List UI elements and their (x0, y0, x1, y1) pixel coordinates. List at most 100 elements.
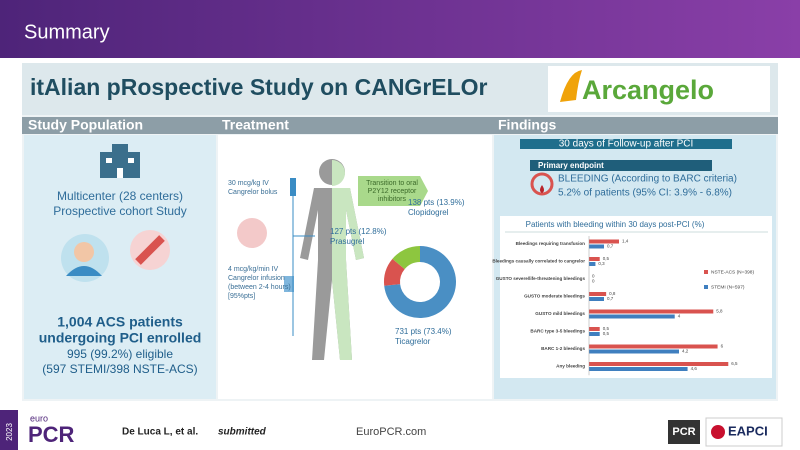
slice-label: Prasugrel (330, 237, 364, 246)
bar-chart: Patients with bleeding within 30 days po… (492, 220, 768, 376)
bar-chart-title: Patients with bleeding within 30 days po… (526, 220, 705, 229)
legend-swatch (704, 285, 708, 289)
footer-logo-top: euro (30, 413, 48, 423)
section-title: Study Population (28, 117, 143, 133)
section-band (22, 117, 778, 134)
bar (589, 257, 600, 261)
line-connector (292, 196, 315, 336)
slice-label: Ticagrelor (395, 337, 431, 346)
hospital-icon (100, 144, 140, 178)
followup-text: 30 days of Follow-up after PCI (559, 139, 694, 150)
citation: De Luca L, et al. (122, 427, 198, 438)
donut-slice (384, 246, 457, 319)
bar-value-label: 0,5 (603, 326, 610, 331)
partner-logo (668, 420, 700, 444)
partner-text: EAPCI (728, 423, 768, 438)
patient-icon (61, 230, 170, 282)
bar-value-label: 6 (721, 344, 724, 349)
legend-label: NSTE-ACS (N=398) (711, 269, 754, 275)
bar-value-label: 4,2 (682, 349, 689, 354)
population-text: Prospective cohort Study (53, 204, 186, 218)
slice-label: Clopidogrel (408, 208, 449, 217)
bar-value-label: 0 (592, 274, 595, 279)
logo-box (548, 66, 770, 112)
donut-slice (383, 258, 405, 286)
population-panel (24, 135, 216, 399)
header-title: Summary (24, 21, 110, 43)
bar (589, 332, 600, 336)
study-title: itAlian pRospective Study on CANGrELOr (30, 74, 488, 100)
vessel-icon (237, 218, 267, 248)
legend-swatch (704, 270, 708, 274)
transition-arrow (358, 176, 428, 206)
slice-value-label: 731 pts (73.4%) (395, 327, 452, 336)
legend-label: STEMI (N=597) (711, 284, 745, 290)
partner-icon (711, 425, 725, 439)
bar-value-label: 0,7 (607, 244, 614, 249)
population-text: Multicenter (28 centers) (57, 189, 183, 203)
section-title: Findings (498, 117, 557, 133)
infusion-icon (284, 276, 294, 292)
blood-icon (530, 172, 554, 196)
infusion-text: (between 2-4 hours) (228, 284, 291, 291)
partner-logo (705, 417, 783, 447)
section-title: Treatment (222, 117, 289, 133)
bar-value-label: 0,5 (603, 331, 610, 336)
followup-banner (520, 139, 732, 149)
partner-text: PCR (672, 426, 695, 438)
footer-tile (0, 410, 18, 450)
infusion-text: 4 mcg/kg/min IV (228, 266, 279, 273)
bar (589, 297, 604, 301)
transition-text: P2Y12 receptor (368, 188, 417, 195)
slice-value-label: 127 pts (12.8%) (330, 227, 387, 236)
category-label: GUSTO severe/life-threatening bleedings (496, 276, 586, 281)
endpoint-label: Primary endpoint (538, 161, 604, 170)
bar (589, 344, 718, 349)
category-label: Bleedings causally correlated to cangrel… (492, 259, 585, 264)
infusion-text: Cangrelor infusion (228, 275, 285, 282)
bar (589, 349, 679, 354)
donut-chart: 731 pts (73.4%)Ticagrelor 127 pts (12.8%)… (330, 198, 465, 346)
header-bar (0, 0, 800, 58)
bar (589, 292, 607, 296)
syringe-icon (290, 178, 296, 196)
transition-text: inhibitors (378, 196, 407, 203)
bar-value-label: 0 (592, 279, 595, 284)
bolus-text: 30 mcg/kg IV (228, 180, 269, 187)
result-text: 5.2% of patients (95% CI: 3.9% - 6.8%) (558, 188, 732, 199)
bar (589, 262, 596, 266)
bolus-text: Cangrelor bolus (228, 189, 278, 196)
bar-value-label: 0,3 (598, 261, 605, 266)
enrolled-text: 1,004 ACS patients (57, 314, 183, 330)
bar-value-label: 4 (678, 314, 681, 319)
bar (589, 309, 714, 314)
bar-value-label: 5,8 (716, 309, 723, 314)
category-label: BARC 1-2 bleedings (541, 346, 585, 351)
enrolled-text: undergoing PCI enrolled (39, 330, 202, 346)
category-label: Any bleeding (556, 364, 585, 369)
bar-value-label: 0,7 (607, 296, 614, 301)
bar-value-label: 1,4 (622, 239, 629, 244)
website: EuroPCR.com (356, 426, 426, 438)
bar (589, 244, 604, 249)
bar (589, 239, 619, 244)
bar-value-label: 4,6 (691, 366, 698, 371)
category-label: Bleedings requiring transfusion (516, 241, 586, 246)
eligible-text: 995 (99.2%) eligible (67, 347, 173, 361)
logo-icon (560, 70, 582, 102)
citation-status: submitted (218, 427, 267, 438)
bar (589, 367, 688, 371)
endpoint-text: BLEEDING (According to BARC criteria) (558, 174, 737, 185)
bar (589, 314, 675, 319)
footer-logo: PCR (28, 422, 75, 447)
transition-text: Transition to oral (366, 180, 418, 187)
infusion-text: [95%pts] (228, 293, 255, 300)
slice-value-label: 138 pts (13.9%) (408, 198, 465, 207)
body-figure (300, 159, 364, 360)
footer-year: 2023 (5, 423, 14, 441)
category-label: GUSTO moderate bleedings (524, 294, 585, 299)
drop-icon (540, 185, 544, 193)
endpoint-label-bg (530, 160, 712, 171)
category-label: GUSTO mild bleedings (535, 311, 585, 316)
